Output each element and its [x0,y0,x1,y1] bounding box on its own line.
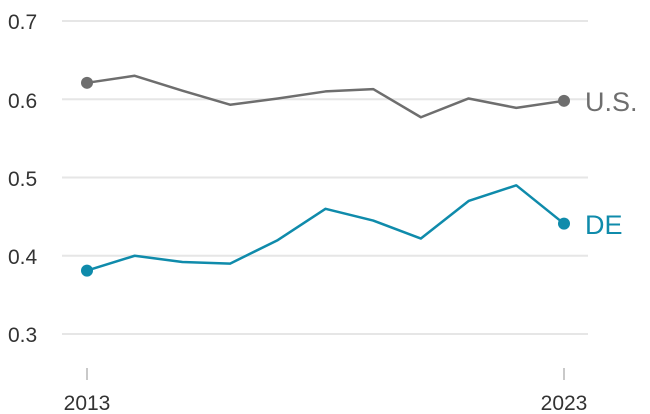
y-tick-label-0.4: 0.4 [8,246,38,269]
y-tick-label-0.6: 0.6 [8,90,37,113]
series-line-us [86,74,565,119]
series-line-de [86,184,565,272]
series-label-de: DE [585,210,623,240]
data-point-de-2023 [558,217,570,230]
x-tick-label-2023: 2023 [541,392,588,414]
y-tick-label-0.7: 0.7 [8,11,37,34]
x-axis: 2013 2023 [64,368,588,414]
series-labels: U.S. DE [585,87,638,240]
x-tick-label-2013: 2013 [64,392,111,414]
y-tick-label-0.5: 0.5 [8,168,37,191]
gridlines [62,20,588,335]
series-label-us: U.S. [585,87,638,117]
data-point-us-2023 [558,94,570,107]
y-axis: 0.7 0.6 0.5 0.4 0.3 [8,11,38,347]
y-tick-label-0.3: 0.3 [8,324,37,347]
data-point-de-2013 [81,264,93,277]
data-point-us-2013 [81,76,93,89]
series [81,74,570,277]
